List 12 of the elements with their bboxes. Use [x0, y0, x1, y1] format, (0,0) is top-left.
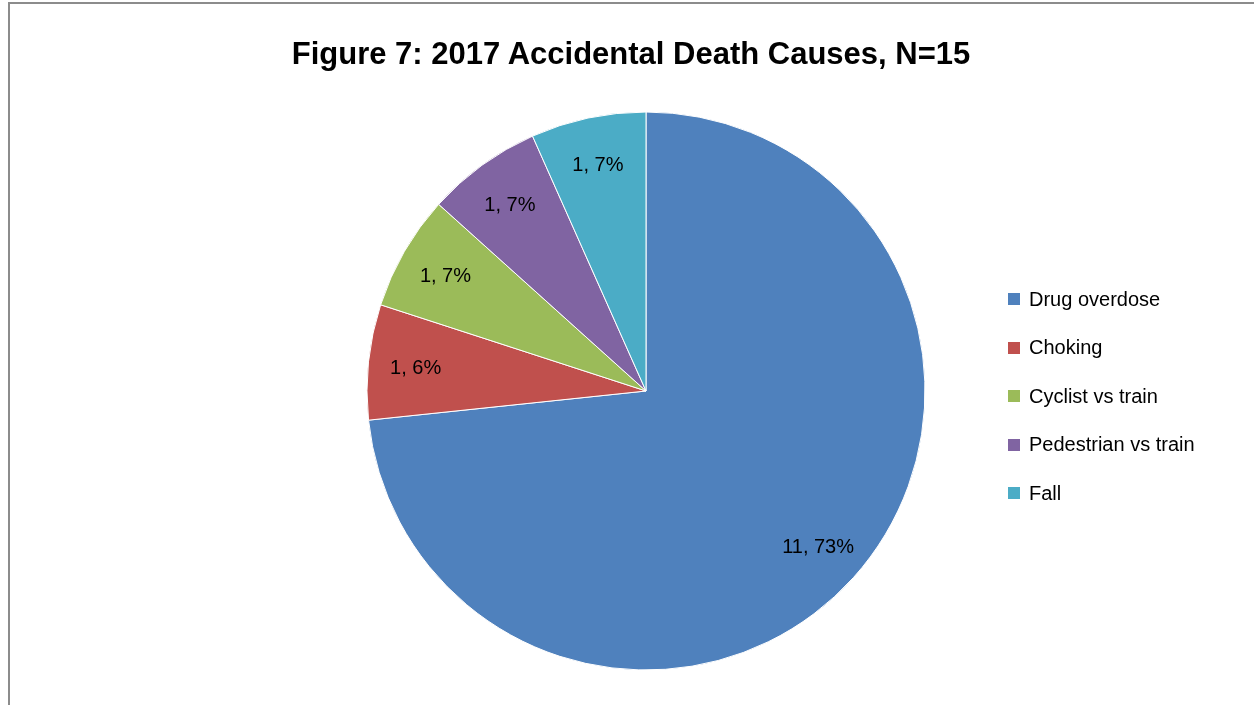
legend-label: Fall: [1029, 481, 1062, 505]
data-label: 11, 73%: [782, 534, 855, 557]
legend-label: Cyclist vs train: [1029, 384, 1158, 408]
data-label: 1, 7%: [572, 153, 624, 176]
legend-label: Choking: [1029, 336, 1103, 360]
data-label: 1, 7%: [419, 264, 472, 287]
pie-slice: [368, 111, 926, 671]
legend-label: Pedestrian vs train: [1029, 433, 1195, 457]
chart-title: Figure 7: 2017 Accidental Death Causes, N=15: [290, 35, 972, 73]
data-label: 1, 6%: [390, 355, 442, 378]
legend-label: Drug overdose: [1029, 287, 1161, 311]
data-label: 1, 7%: [484, 192, 536, 215]
